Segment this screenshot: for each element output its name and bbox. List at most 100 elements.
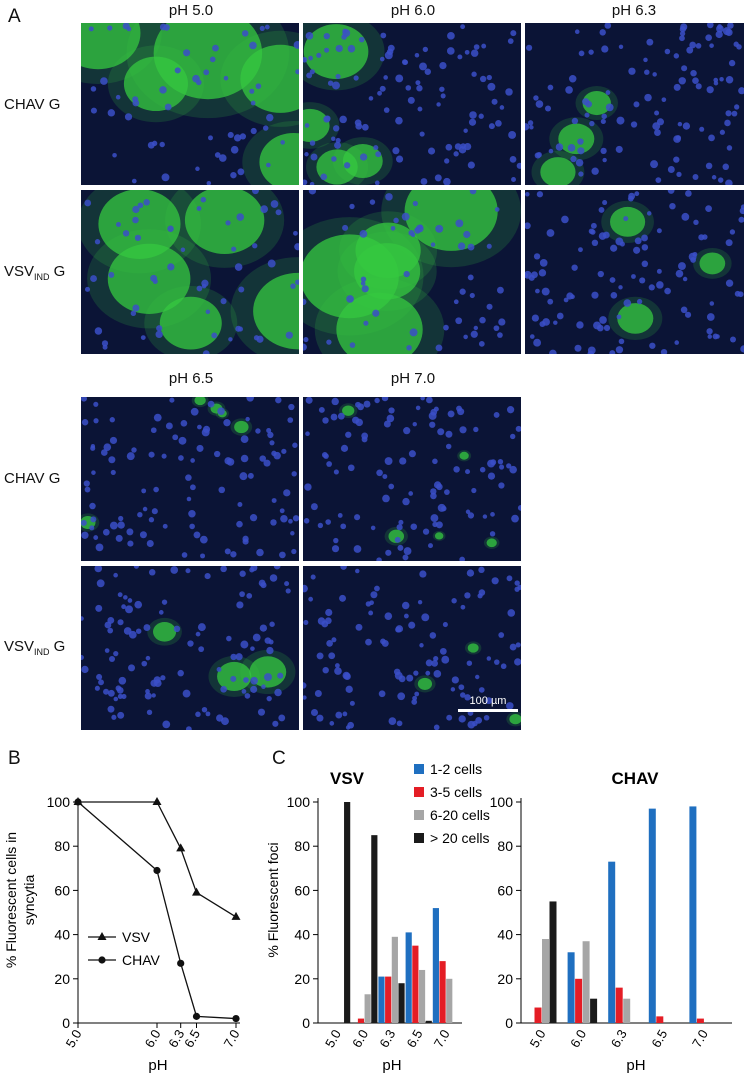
nucleus — [303, 298, 307, 306]
nucleus — [403, 270, 410, 278]
nucleus — [525, 270, 532, 279]
nucleus — [269, 574, 278, 582]
nucleus — [463, 230, 471, 239]
nucleus — [291, 548, 297, 555]
nucleus — [250, 685, 258, 693]
nucleus — [420, 397, 425, 401]
nucleus — [124, 113, 133, 121]
nucleus — [309, 181, 315, 185]
nucleus — [196, 444, 204, 452]
nucleus — [190, 407, 199, 416]
nucleus — [711, 175, 717, 180]
nucleus — [170, 566, 179, 574]
nucleus — [370, 525, 376, 531]
nucleus — [139, 531, 147, 539]
nucleus — [354, 119, 362, 127]
nucleus — [678, 262, 686, 270]
nucleus — [692, 77, 699, 85]
nucleus — [355, 568, 360, 574]
panel-b-y-tick-label: 0 — [62, 1015, 70, 1031]
ph-label-5-0: pH 5.0 — [168, 2, 214, 19]
nucleus — [303, 56, 308, 63]
nucleus — [264, 24, 270, 30]
nucleus — [466, 660, 473, 666]
panel-b-legend-label: CHAV — [122, 952, 161, 968]
nucleus — [236, 520, 243, 528]
nucleus — [126, 26, 132, 32]
panel-c-vsv-x-tick-label: 6.3 — [376, 1027, 398, 1050]
nucleus — [460, 692, 466, 698]
nucleus — [442, 621, 448, 628]
nucleus — [167, 225, 174, 232]
nucleus — [460, 604, 466, 610]
nucleus — [343, 672, 351, 681]
micrograph-chav-ph6-5 — [81, 397, 299, 561]
nucleus — [652, 72, 657, 77]
nucleus — [415, 405, 421, 411]
nucleus — [425, 670, 431, 676]
nucleus — [567, 144, 576, 152]
nucleus — [159, 86, 167, 94]
nucleus — [224, 457, 232, 465]
nucleus — [396, 524, 403, 531]
nucleus — [182, 689, 191, 698]
nucleus — [270, 200, 279, 208]
nucleus — [506, 406, 515, 414]
nucleus — [103, 443, 112, 451]
micrograph-image — [303, 397, 521, 561]
nucleus — [84, 199, 92, 207]
nucleus — [413, 670, 419, 676]
nucleus — [107, 705, 115, 713]
nucleus — [146, 709, 153, 716]
nucleus — [406, 674, 414, 682]
micrograph-background — [303, 397, 521, 561]
panel-b-y-tick-label: 60 — [54, 882, 70, 898]
nucleus — [725, 279, 734, 287]
nucleus — [394, 536, 401, 543]
nucleus — [250, 127, 257, 135]
nucleus — [634, 237, 642, 245]
nucleus — [378, 690, 386, 698]
panel-b-legend-marker — [97, 932, 107, 940]
panel-b-x-tick-label: 6.5 — [181, 1027, 203, 1050]
nucleus — [260, 205, 269, 213]
nucleus — [143, 624, 151, 631]
nucleus — [571, 117, 579, 125]
nucleus — [453, 151, 459, 157]
panel-c-letter: C — [272, 748, 286, 769]
nucleus — [81, 531, 89, 539]
nucleus — [93, 418, 99, 424]
nucleus — [497, 332, 503, 338]
nucleus — [188, 509, 196, 518]
nucleus — [433, 481, 442, 489]
nucleus — [412, 421, 417, 427]
nucleus — [183, 49, 191, 57]
nucleus — [335, 44, 343, 53]
nucleus — [360, 281, 366, 286]
nucleus — [345, 431, 352, 438]
micrograph-image — [81, 23, 299, 185]
nucleus — [292, 442, 298, 448]
nucleus — [211, 332, 218, 339]
nucleus — [590, 222, 597, 229]
nucleus — [708, 134, 715, 142]
nucleus — [335, 711, 343, 719]
nucleus — [101, 340, 109, 347]
nucleus — [320, 173, 328, 181]
panel-b-point-vsv — [231, 911, 241, 920]
nucleus — [108, 456, 116, 464]
nucleus — [285, 588, 291, 594]
panel-c-chav-bar — [623, 998, 631, 1023]
nucleus — [542, 318, 550, 326]
nucleus — [334, 663, 340, 668]
nucleus — [113, 572, 118, 578]
nucleus — [602, 157, 607, 163]
nucleus — [601, 45, 609, 53]
nucleus — [159, 141, 165, 148]
nucleus — [270, 519, 277, 526]
nucleus — [104, 648, 110, 653]
panel-c-chav-bar — [534, 1007, 542, 1023]
nucleus — [486, 656, 492, 661]
nucleus — [295, 69, 299, 75]
nucleus — [275, 209, 282, 216]
